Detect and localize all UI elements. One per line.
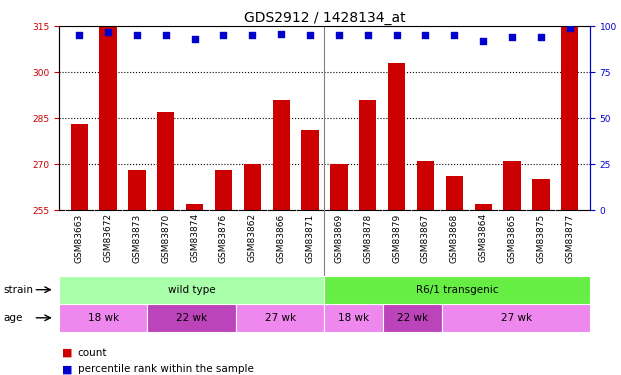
Bar (417, 161, 434, 210)
Point (161, 33, 171, 39)
Bar (215, 170, 232, 210)
Point (305, 33, 315, 39)
Bar (504, 161, 520, 210)
Bar (243, 164, 261, 210)
Bar (273, 100, 290, 210)
Bar (236, 304, 324, 332)
Text: ■: ■ (62, 364, 73, 374)
Text: 22 wk: 22 wk (176, 313, 207, 323)
Point (564, 25, 574, 31)
Text: GSM83871: GSM83871 (306, 213, 315, 262)
Text: ■: ■ (62, 348, 73, 357)
Point (536, 34, 546, 40)
Bar (324, 304, 383, 332)
Bar (359, 100, 376, 210)
Bar (59, 304, 147, 332)
Point (103, 29, 113, 35)
Bar (446, 176, 463, 210)
Text: GSM83866: GSM83866 (277, 213, 286, 262)
Text: 27 wk: 27 wk (501, 313, 532, 323)
Text: GSM83877: GSM83877 (565, 213, 574, 262)
Point (420, 33, 430, 39)
Point (247, 33, 257, 39)
Text: GSM83873: GSM83873 (132, 213, 142, 262)
Text: GDS2912 / 1428134_at: GDS2912 / 1428134_at (243, 11, 406, 25)
Bar (388, 63, 406, 210)
Text: GSM83878: GSM83878 (363, 213, 372, 262)
Bar (474, 204, 492, 210)
Text: 27 wk: 27 wk (265, 313, 296, 323)
Text: 18 wk: 18 wk (88, 313, 119, 323)
Text: GSM83869: GSM83869 (334, 213, 343, 262)
Text: GSM83672: GSM83672 (104, 213, 112, 262)
Bar (301, 130, 319, 210)
Bar (324, 276, 590, 304)
Text: GSM83876: GSM83876 (219, 213, 228, 262)
Text: GSM83870: GSM83870 (161, 213, 170, 262)
Text: 18 wk: 18 wk (338, 313, 369, 323)
Point (75, 33, 84, 39)
Text: R6/1 transgenic: R6/1 transgenic (416, 285, 499, 295)
Bar (330, 164, 348, 210)
Bar (532, 179, 550, 210)
Point (334, 33, 344, 39)
Bar (383, 304, 442, 332)
Bar (71, 124, 88, 210)
Point (189, 36, 199, 42)
Bar (157, 112, 175, 210)
Point (450, 33, 460, 39)
Point (392, 33, 402, 39)
Text: wild type: wild type (168, 285, 215, 295)
Text: percentile rank within the sample: percentile rank within the sample (78, 364, 253, 374)
Text: GSM83865: GSM83865 (507, 213, 517, 262)
Point (363, 33, 373, 39)
Point (276, 31, 286, 37)
Point (478, 38, 488, 44)
Text: GSM83864: GSM83864 (479, 213, 487, 262)
Bar (99, 2, 117, 210)
Bar (561, 26, 578, 210)
Text: GSM83879: GSM83879 (392, 213, 401, 262)
Text: GSM83868: GSM83868 (450, 213, 459, 262)
Text: GSM83874: GSM83874 (190, 213, 199, 262)
Text: GSM83867: GSM83867 (421, 213, 430, 262)
Point (507, 34, 517, 40)
Bar (129, 170, 145, 210)
Text: strain: strain (3, 285, 33, 295)
Text: age: age (3, 313, 22, 323)
Bar (59, 276, 324, 304)
Text: count: count (78, 348, 107, 357)
Text: GSM83875: GSM83875 (537, 213, 545, 262)
Text: GSM83862: GSM83862 (248, 213, 257, 262)
Point (219, 33, 229, 39)
Bar (186, 204, 203, 210)
Bar (442, 304, 590, 332)
Text: GSM83663: GSM83663 (75, 213, 84, 262)
Bar (147, 304, 236, 332)
Point (132, 33, 142, 39)
Text: 22 wk: 22 wk (397, 313, 428, 323)
